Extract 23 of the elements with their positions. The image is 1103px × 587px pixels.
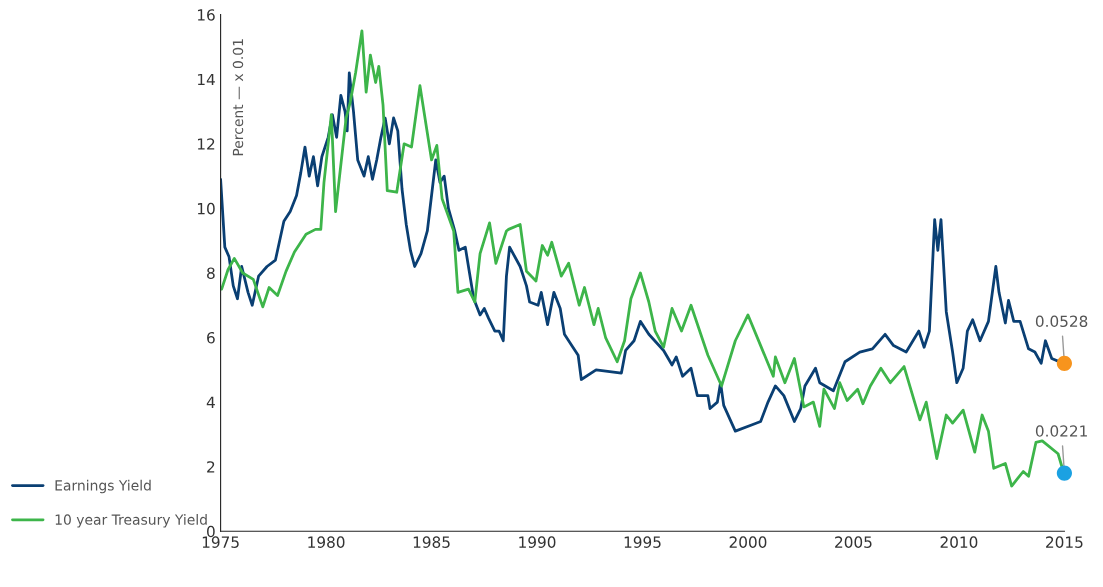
y-tick-label: 14: [197, 73, 215, 86]
y-tick-label: 0: [207, 525, 215, 538]
x-tick-label: 2015: [1046, 536, 1083, 548]
annotation: 0.0221: [1035, 425, 1087, 437]
y-tick-label: 10: [197, 202, 215, 215]
x-tick-label: 2005: [835, 536, 872, 548]
y-tick-label: 4: [206, 396, 215, 408]
annotation: 0.0528: [1035, 315, 1088, 328]
legend-label: 10 year Treasury Yield: [55, 514, 207, 528]
y-tick-label: 6: [207, 331, 215, 344]
x-tick-label: 1995: [624, 536, 661, 548]
x-tick-label: 2000: [729, 536, 767, 548]
y-axis-title: Percent — x 0.01: [232, 39, 244, 156]
y-tick-label: 8: [207, 267, 215, 279]
y-tick-label: 16: [197, 9, 215, 21]
y-tick-label: 2: [207, 461, 215, 473]
x-tick-label: 1985: [413, 536, 450, 548]
x-tick-label: 1980: [308, 536, 345, 548]
x-tick-label: 1990: [519, 536, 556, 548]
x-tick-label: 1975: [202, 536, 239, 548]
x-tick-label: 2010: [940, 536, 978, 548]
legend-label: Earnings Yield: [55, 479, 151, 494]
y-tick-label: 12: [197, 138, 215, 150]
